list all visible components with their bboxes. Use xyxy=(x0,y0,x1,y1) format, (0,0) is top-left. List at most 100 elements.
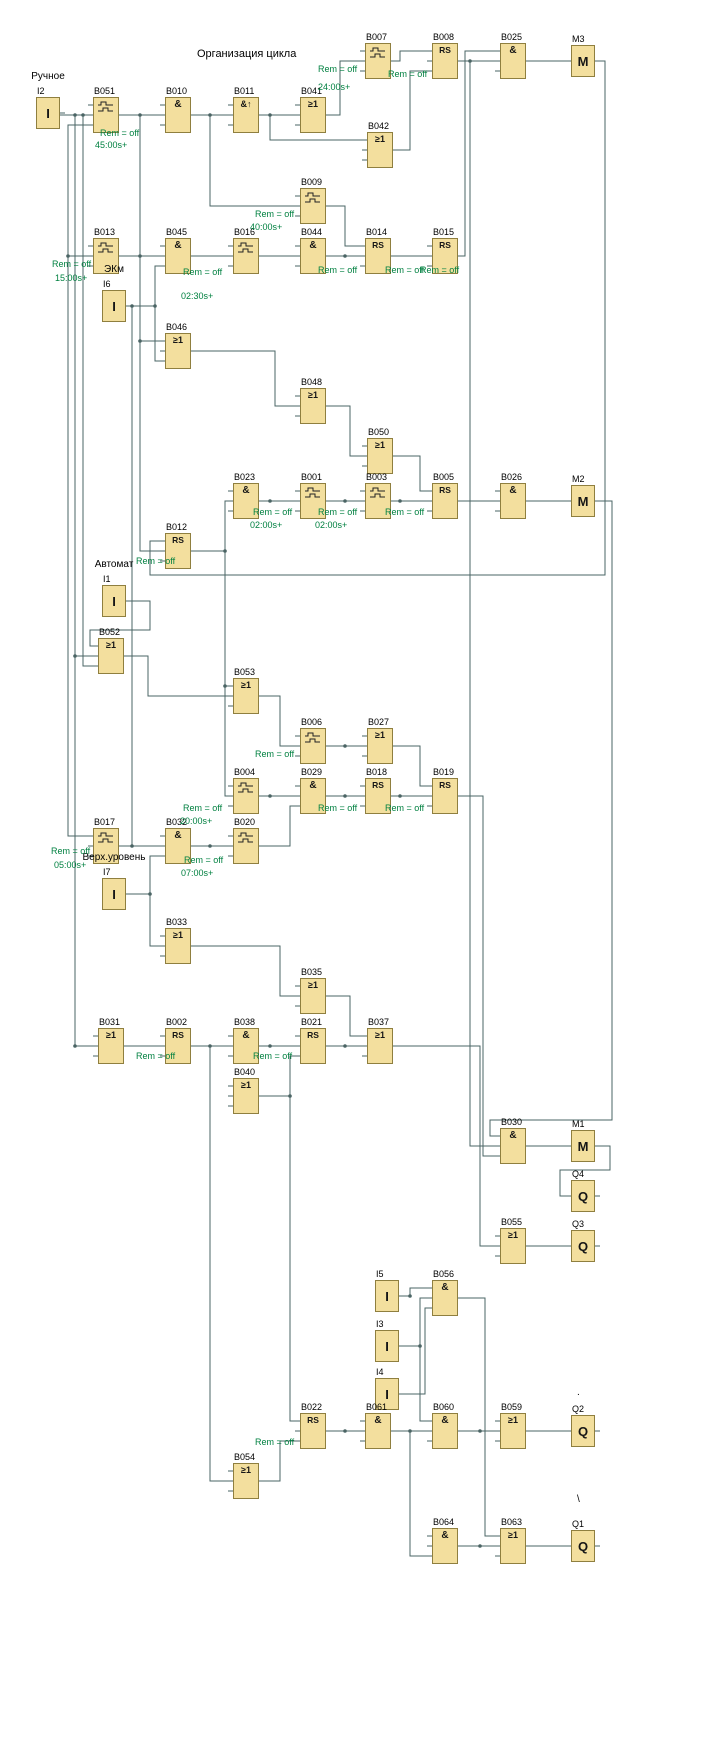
wire[interactable] xyxy=(399,1307,432,1395)
wire[interactable] xyxy=(409,1431,432,1557)
block-B017[interactable]: B017 xyxy=(93,817,119,864)
block-B042[interactable]: B042 ≥1 xyxy=(367,121,393,168)
wire[interactable] xyxy=(326,995,367,1037)
block-B016[interactable]: B016 xyxy=(233,227,259,274)
block-B063[interactable]: B063 ≥1 xyxy=(500,1517,526,1564)
wire[interactable] xyxy=(259,695,300,747)
block-B010[interactable]: B010 & xyxy=(165,86,191,133)
block-I4[interactable]: I4 I xyxy=(375,1367,399,1410)
wire[interactable] xyxy=(82,115,98,667)
wire[interactable] xyxy=(269,115,367,141)
wire[interactable] xyxy=(393,1045,500,1247)
block-name-label[interactable]: ЭКм xyxy=(104,264,124,275)
wire[interactable] xyxy=(399,1287,432,1297)
block-B026[interactable]: B026 & xyxy=(500,472,526,519)
wire[interactable] xyxy=(154,306,165,362)
block-B027[interactable]: B027 ≥1 xyxy=(367,717,393,764)
wire[interactable] xyxy=(393,745,432,787)
wire[interactable] xyxy=(149,894,165,947)
wire[interactable] xyxy=(469,61,500,1147)
block-B060[interactable]: B060 & xyxy=(432,1402,458,1449)
wire[interactable] xyxy=(326,60,365,116)
block-B055[interactable]: B055 ≥1 xyxy=(500,1217,526,1264)
block-B011[interactable]: B011 &↑ xyxy=(233,86,259,133)
wire[interactable] xyxy=(259,805,300,847)
wire[interactable] xyxy=(326,205,365,247)
wire[interactable] xyxy=(209,115,300,207)
wire[interactable] xyxy=(326,405,367,457)
block-M1[interactable]: M1 M xyxy=(571,1119,595,1162)
wire[interactable] xyxy=(209,1046,233,1482)
block-I5[interactable]: I5 I xyxy=(375,1269,399,1312)
block-B015[interactable]: B015 RS xyxy=(432,227,458,274)
block-name-label[interactable]: Верх.уровень xyxy=(82,852,146,863)
block-Q3[interactable]: Q3 Q xyxy=(571,1219,595,1262)
wire[interactable] xyxy=(191,350,300,407)
block-B002[interactable]: B002 RS xyxy=(165,1017,191,1064)
block-B031[interactable]: B031 ≥1 xyxy=(98,1017,124,1064)
block-I1[interactable]: I1 Автомат I xyxy=(95,559,133,617)
block-B025[interactable]: B025 & xyxy=(500,32,526,79)
block-B003[interactable]: B003 xyxy=(365,472,391,519)
block-B012[interactable]: B012 RS xyxy=(165,522,191,569)
wire[interactable] xyxy=(399,1297,432,1347)
block-B008[interactable]: B008 RS xyxy=(432,32,458,79)
block-B014[interactable]: B014 RS xyxy=(365,227,391,274)
block-B009[interactable]: B009 xyxy=(300,177,326,224)
wire[interactable] xyxy=(458,795,500,1157)
block-B056[interactable]: B056 & xyxy=(432,1269,458,1316)
block-B006[interactable]: B006 xyxy=(300,717,326,764)
wire[interactable] xyxy=(126,265,165,307)
block-B041[interactable]: B041 ≥1 xyxy=(300,86,326,133)
wire[interactable] xyxy=(559,1145,611,1197)
block-B030[interactable]: B030 & xyxy=(500,1117,526,1164)
block-B054[interactable]: B054 ≥1 xyxy=(233,1452,259,1499)
block-name-label[interactable]: Автомат xyxy=(94,559,134,570)
block-Q1[interactable]: Q1 Q xyxy=(571,1519,595,1562)
block-B051[interactable]: B051 xyxy=(93,86,119,133)
wire[interactable] xyxy=(126,855,165,895)
wire[interactable] xyxy=(391,50,432,62)
block-B032[interactable]: B032 & xyxy=(165,817,191,864)
wire[interactable] xyxy=(89,600,151,647)
block-B050[interactable]: B050 ≥1 xyxy=(367,427,393,474)
block-B046[interactable]: B046 ≥1 xyxy=(165,322,191,369)
block-Q4[interactable]: Q4 Q xyxy=(571,1169,595,1212)
block-B004[interactable]: B004 xyxy=(233,767,259,814)
wire[interactable] xyxy=(458,1297,500,1537)
block-I3[interactable]: I3 I xyxy=(375,1319,399,1362)
block-Q2[interactable]: Q2 Q xyxy=(571,1404,595,1447)
wire[interactable] xyxy=(67,124,93,837)
block-B033[interactable]: B033 ≥1 xyxy=(165,917,191,964)
block-I2[interactable]: I2 Ручное I xyxy=(31,71,65,129)
block-B005[interactable]: B005 RS xyxy=(432,472,458,519)
block-B019[interactable]: B019 RS xyxy=(432,767,458,814)
block-B018[interactable]: B018 RS xyxy=(365,767,391,814)
block-M3[interactable]: M3 M xyxy=(571,34,595,77)
wire[interactable] xyxy=(139,115,165,552)
block-B061[interactable]: B061 & xyxy=(365,1402,391,1449)
block-I6[interactable]: I6 ЭКм I xyxy=(102,264,126,322)
wire[interactable] xyxy=(393,455,432,492)
block-B022[interactable]: B022 RS xyxy=(300,1402,326,1449)
block-name-label[interactable]: Ручное xyxy=(31,71,65,82)
block-B045[interactable]: B045 & xyxy=(165,227,191,274)
block-B013[interactable]: B013 xyxy=(93,227,119,274)
block-B064[interactable]: B064 & xyxy=(432,1517,458,1564)
block-B053[interactable]: B053 ≥1 xyxy=(233,667,259,714)
wire[interactable] xyxy=(393,70,432,151)
wire[interactable] xyxy=(458,50,500,257)
wire[interactable] xyxy=(124,655,233,697)
wire[interactable] xyxy=(489,500,613,1137)
block-B048[interactable]: B048 ≥1 xyxy=(300,377,326,424)
block-B021[interactable]: B021 RS xyxy=(300,1017,326,1064)
block-B035[interactable]: B035 ≥1 xyxy=(300,967,326,1014)
block-B052[interactable]: B052 ≥1 xyxy=(98,627,124,674)
wire[interactable] xyxy=(149,60,606,576)
block-B020[interactable]: B020 xyxy=(233,817,259,864)
wire[interactable] xyxy=(259,1440,300,1482)
diagram-title[interactable]: Организация цикла xyxy=(197,48,297,60)
block-B044[interactable]: B044 & xyxy=(300,227,326,274)
wire[interactable] xyxy=(191,945,300,997)
wire[interactable] xyxy=(191,500,233,552)
